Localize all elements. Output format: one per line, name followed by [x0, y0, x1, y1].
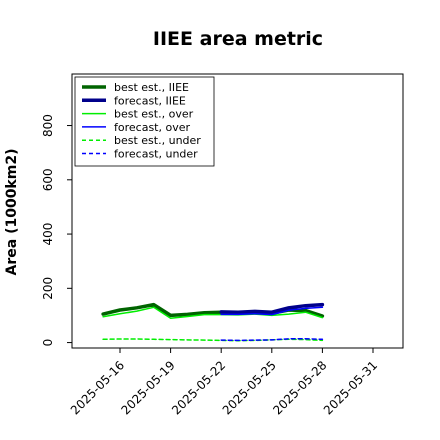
legend-frame [74, 76, 215, 167]
y-tick-label: 600 [41, 168, 55, 191]
legend-label-best-est-iiee: best est., IIEE [114, 81, 189, 94]
chart-title: IIEE area metric [153, 28, 323, 50]
legend-label-forecast-iiee: forecast, IIEE [114, 94, 186, 107]
legend-label-best-est-over: best est., over [114, 108, 194, 121]
plot-frame [71, 73, 404, 349]
y-tick-label: 0 [41, 339, 55, 347]
y-tick-label: 800 [41, 114, 55, 137]
y-axis-label: Area (1000km2) [4, 149, 20, 276]
y-axis: 0 200 400 600 800 [41, 114, 72, 346]
plot-area [101, 302, 325, 342]
series-line-forecast-over [220, 306, 324, 316]
legend-label-forecast-under: forecast, under [114, 148, 198, 161]
series-line-forecast-under [220, 338, 324, 342]
y-tick-label: 200 [41, 277, 55, 300]
y-tick-label: 400 [41, 223, 55, 246]
legend-label-forecast-over: forecast, over [114, 121, 190, 134]
series-line-best-est-over [102, 306, 324, 319]
legend-label-best-est-under: best est., under [114, 134, 201, 147]
series-line-forecast-iiee [219, 302, 325, 314]
